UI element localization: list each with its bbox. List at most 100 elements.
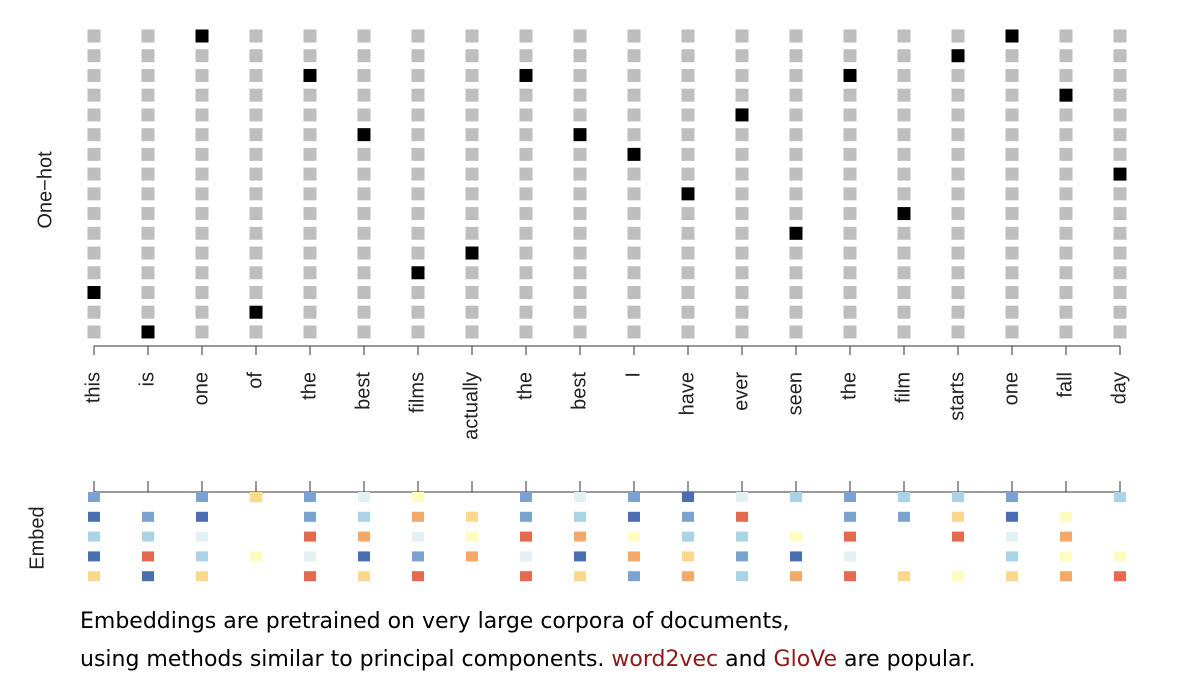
word-label: best	[352, 372, 374, 410]
embed-cell	[88, 571, 100, 582]
one-hot-cell	[789, 108, 803, 122]
one-hot-cell	[411, 88, 425, 102]
one-hot-cell	[627, 88, 641, 102]
embed-cell	[88, 551, 100, 562]
one-hot-cell	[303, 187, 317, 201]
one-hot-cell	[627, 285, 641, 299]
one-hot-cell	[141, 226, 155, 240]
one-hot-cell	[1113, 128, 1127, 142]
one-hot-cell	[1059, 305, 1073, 319]
embed-cell	[88, 492, 100, 502]
one-hot-cell	[1005, 68, 1019, 82]
embed-cell	[466, 531, 478, 542]
one-hot-cell	[249, 147, 263, 161]
one-hot-cell	[303, 226, 317, 240]
one-hot-cell	[519, 49, 533, 63]
one-hot-cell	[951, 305, 965, 319]
caption-text: are popular.	[837, 647, 976, 672]
one-hot-cell	[357, 285, 371, 299]
embed-cell	[88, 511, 100, 522]
one-hot-cell	[357, 187, 371, 201]
one-hot-cell	[357, 246, 371, 260]
embed-cell	[1006, 511, 1018, 522]
one-hot-cell	[735, 29, 749, 43]
one-hot-cell	[951, 88, 965, 102]
one-hot-cell	[411, 29, 425, 43]
one-hot-cell	[195, 68, 209, 82]
one-hot-cell	[1113, 266, 1127, 280]
embed-cell	[844, 551, 856, 562]
embed-cell	[304, 551, 316, 562]
word-label: one	[1000, 372, 1022, 405]
one-hot-cell	[1059, 49, 1073, 63]
one-hot-cell	[951, 167, 965, 181]
one-hot-cell	[843, 226, 857, 240]
one-hot-cell	[141, 187, 155, 201]
one-hot-cell	[843, 187, 857, 201]
embed-cell	[1114, 551, 1126, 562]
one-hot-cell	[249, 167, 263, 181]
one-hot-cell	[735, 305, 749, 319]
one-hot-cell	[573, 187, 587, 201]
one-hot-cell	[357, 167, 371, 181]
one-hot-cell	[303, 285, 317, 299]
one-hot-cell	[465, 29, 479, 43]
one-hot-cell	[195, 128, 209, 142]
embed-cell	[466, 511, 478, 522]
one-hot-cell	[303, 88, 317, 102]
one-hot-cell	[465, 49, 479, 63]
one-hot-cell	[789, 49, 803, 63]
one-hot-cell	[681, 88, 695, 102]
one-hot-cell	[573, 266, 587, 280]
embed-cell	[1114, 571, 1126, 582]
one-hot-cell	[87, 167, 101, 181]
word-label: is	[136, 372, 158, 386]
one-hot-cell	[951, 325, 965, 339]
word-label: film	[892, 372, 914, 403]
embed-cell	[412, 531, 424, 542]
one-hot-cell	[141, 68, 155, 82]
one-hot-active	[87, 285, 101, 299]
word-label: this	[82, 372, 104, 403]
one-hot-cell	[681, 226, 695, 240]
one-hot-cell	[681, 49, 695, 63]
one-hot-cell	[897, 167, 911, 181]
one-hot-cell	[735, 207, 749, 221]
one-hot-cell	[843, 167, 857, 181]
one-hot-cell	[897, 49, 911, 63]
embed-cell	[1006, 571, 1018, 582]
word-label: actually	[460, 372, 482, 440]
embed-cell	[520, 531, 532, 542]
one-hot-cell	[573, 226, 587, 240]
one-hot-cell	[141, 167, 155, 181]
embed-cell	[682, 492, 694, 502]
one-hot-cell	[1113, 68, 1127, 82]
embed-cell	[736, 551, 748, 562]
one-hot-cell	[735, 285, 749, 299]
one-hot-cell	[87, 128, 101, 142]
one-hot-cell	[843, 207, 857, 221]
one-hot-cell	[735, 187, 749, 201]
embed-cell	[844, 531, 856, 542]
one-hot-cell	[627, 29, 641, 43]
one-hot-cell	[1059, 266, 1073, 280]
one-hot-cell	[951, 128, 965, 142]
one-hot-cell	[1113, 49, 1127, 63]
one-hot-cell	[1059, 246, 1073, 260]
one-hot-cell	[951, 29, 965, 43]
word-label: best	[568, 372, 590, 410]
word-label: of	[244, 372, 266, 389]
one-hot-cell	[573, 167, 587, 181]
one-hot-cell	[195, 147, 209, 161]
embed-cell	[196, 511, 208, 522]
embed-label: Embed	[26, 506, 48, 569]
one-hot-cell	[843, 285, 857, 299]
one-hot-active	[1005, 29, 1019, 43]
one-hot-cell	[141, 305, 155, 319]
one-hot-cell	[1059, 167, 1073, 181]
one-hot-active	[141, 325, 155, 339]
one-hot-cell	[573, 29, 587, 43]
one-hot-cell	[519, 207, 533, 221]
one-hot-cell	[1005, 167, 1019, 181]
word-label: seen	[784, 372, 806, 415]
